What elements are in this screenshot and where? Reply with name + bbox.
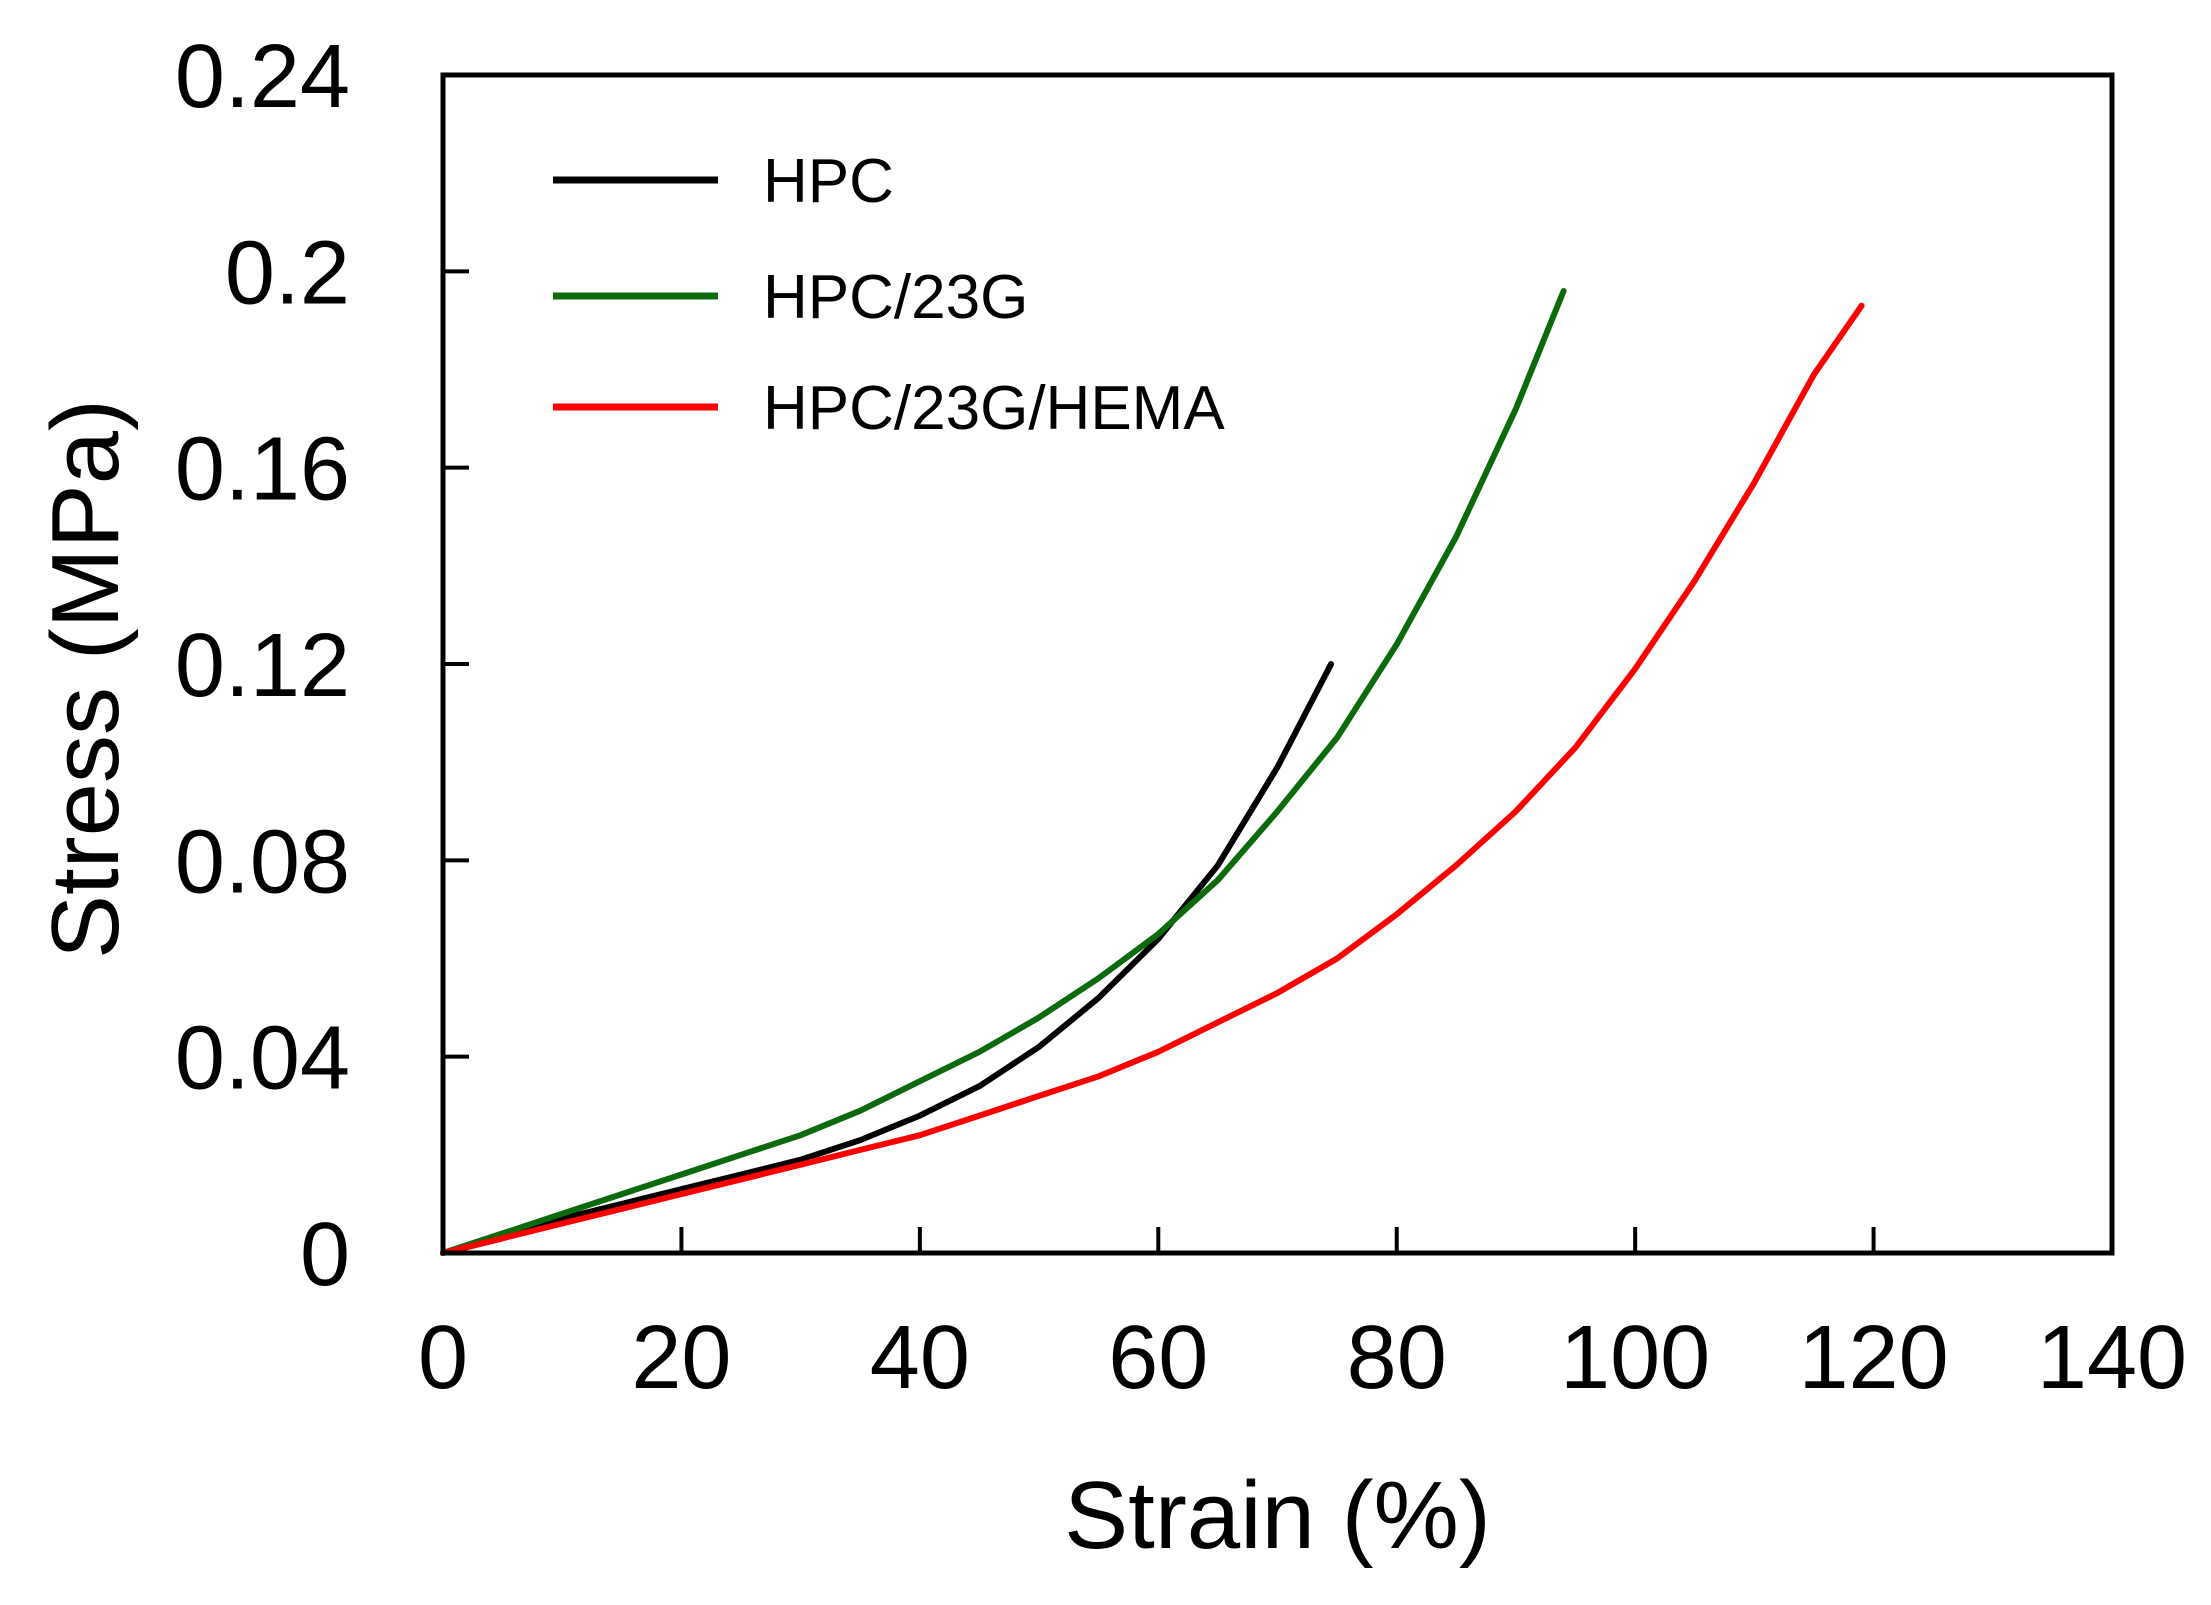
legend: HPC HPC/23G HPC/23G/HEMA	[553, 147, 1225, 443]
legend-label: HPC	[763, 147, 894, 216]
y-tick-label: 0.12	[175, 616, 350, 716]
y-axis-title: Stress (MPa)	[32, 399, 139, 959]
x-axis-title: Strain (%)	[1064, 1462, 1491, 1569]
plot-frame	[443, 75, 2112, 1253]
series-line-hpc	[443, 664, 1331, 1253]
y-axis: 0 0.04 0.08 0.12 0.16 0.2 0.24	[175, 27, 469, 1305]
x-tick-label: 60	[1108, 1308, 1208, 1408]
y-tick-label: 0.16	[175, 420, 350, 520]
y-tick-label: 0	[300, 1205, 350, 1305]
y-tick-label: 0.04	[175, 1009, 350, 1109]
legend-item: HPC/23G	[553, 263, 1028, 332]
legend-item: HPC	[553, 147, 894, 216]
x-tick-label: 20	[631, 1308, 731, 1408]
x-tick-label: 100	[1560, 1308, 1710, 1408]
y-tick-label: 0.2	[225, 223, 350, 323]
y-tick-label: 0.08	[175, 812, 350, 912]
x-tick-label: 40	[870, 1308, 970, 1408]
y-tick-label: 0.24	[175, 27, 350, 127]
x-tick-label: 0	[418, 1308, 468, 1408]
x-tick-label: 80	[1347, 1308, 1447, 1408]
legend-label: HPC/23G/HEMA	[763, 374, 1225, 443]
legend-label: HPC/23G	[763, 263, 1028, 332]
legend-item: HPC/23G/HEMA	[553, 374, 1225, 443]
series-line-hpc-23g-hema	[443, 306, 1862, 1253]
x-tick-label: 140	[2037, 1308, 2187, 1408]
x-tick-label: 120	[1798, 1308, 1948, 1408]
